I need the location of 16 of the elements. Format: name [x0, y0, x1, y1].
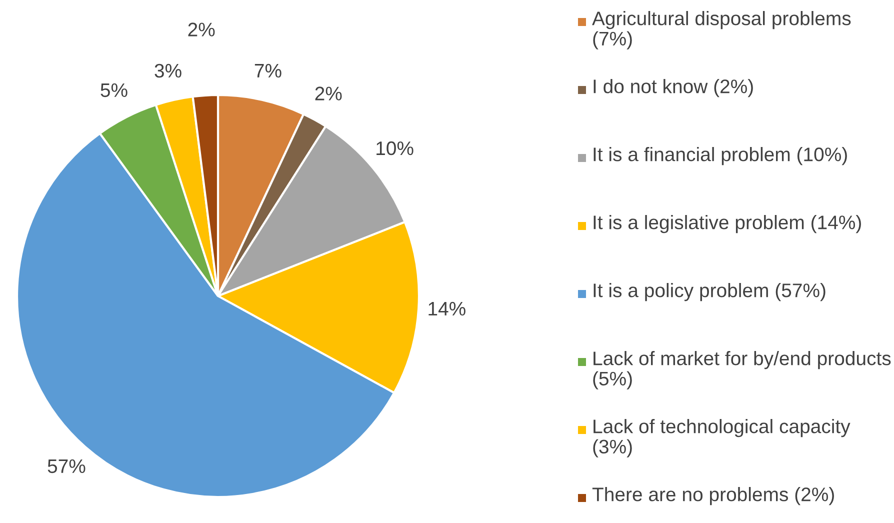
legend-label: Agricultural disposal problems (7%)	[592, 11, 851, 50]
data-label: 2%	[315, 86, 342, 100]
data-label: 2%	[188, 22, 215, 36]
legend-label: I do not know (2%)	[594, 79, 753, 98]
data-label: 14%	[428, 302, 466, 316]
legend-label: It is a policy problem (57%)	[594, 283, 826, 302]
data-label: 10%	[376, 141, 414, 156]
legend-label: There are no problems (2%)	[592, 487, 834, 506]
data-label: 57%	[48, 459, 86, 474]
data-label: 7%	[254, 64, 282, 78]
data-label: 3%	[154, 64, 182, 78]
legend-label: It is a financial problem (10%)	[594, 147, 847, 166]
legend-label: It is a legislative problem (14%)	[594, 215, 861, 234]
legend-label: Lack of market for by/end products (5%)	[593, 351, 891, 390]
legend-label: Lack of technological capacity (3%)	[593, 419, 850, 458]
data-label: 5%	[100, 83, 128, 98]
